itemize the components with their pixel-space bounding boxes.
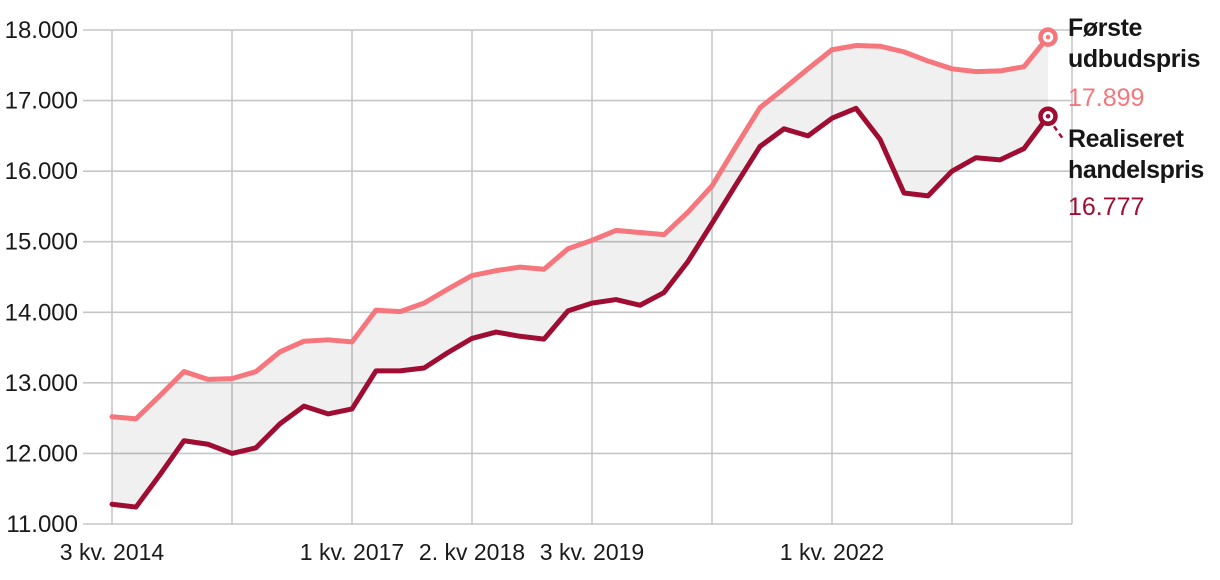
x-axis-tick-label: 1 kv. 2022 [780,539,884,565]
y-axis-tick-label: 12.000 [5,440,78,467]
x-axis-tick-label: 1 kv. 2017 [300,539,404,565]
y-axis-tick-label: 15.000 [5,229,78,256]
legend-connector-dash [1052,125,1066,142]
y-axis-tick-label: 14.000 [5,299,78,326]
y-axis-tick-label: 18.000 [5,17,78,44]
x-axis-tick-label: 3 kv. 2019 [540,539,644,565]
y-axis-tick-label: 17.000 [5,88,78,115]
x-axis-tick-label: 2. kv 2018 [419,539,525,565]
y-axis-tick-label: 13.000 [5,370,78,397]
price-gap-band [112,37,1048,508]
y-axis-tick-label: 11.000 [6,511,78,538]
x-axis-tick-label: 3 kv. 2014 [60,539,165,565]
realized-trade-price-line [109,105,1051,510]
y-axis-tick-label: 16.000 [5,158,78,185]
series-end-marker-dot [1045,34,1051,40]
series-end-marker-dot [1045,114,1051,119]
first-asking-price-line [109,34,1051,422]
